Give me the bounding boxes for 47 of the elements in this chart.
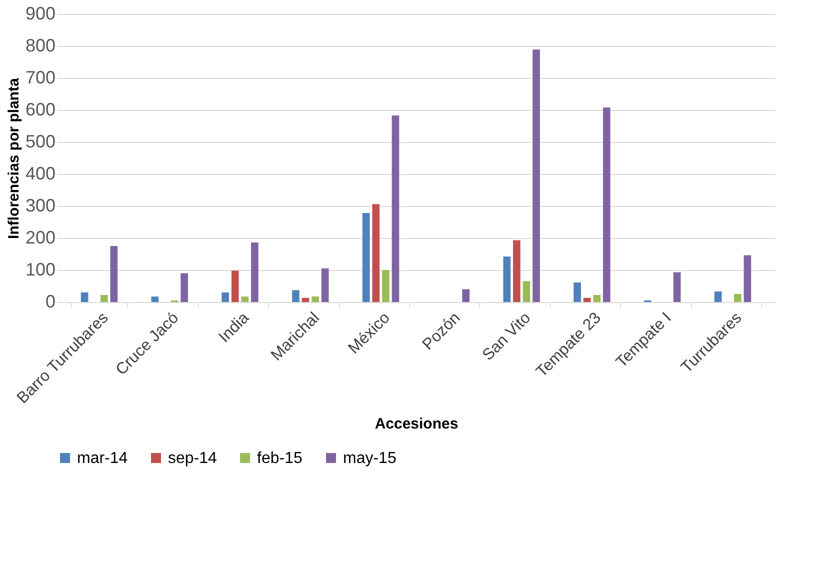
legend-label: may-15 <box>343 450 396 467</box>
bar <box>312 296 319 302</box>
bar <box>180 273 188 302</box>
x-tick-label: San Vito <box>480 309 534 364</box>
bar <box>302 298 310 302</box>
y-tick-label: 400 <box>25 164 56 184</box>
y-tick-label: 300 <box>25 196 56 216</box>
bar <box>522 281 530 302</box>
y-tick-label: 900 <box>25 4 56 24</box>
bar <box>734 294 742 302</box>
bar <box>513 240 520 302</box>
bar <box>392 115 400 302</box>
y-axis-title: Inflorencias por planta <box>5 77 22 239</box>
y-tick-label: 700 <box>25 68 56 88</box>
bar <box>251 242 258 302</box>
y-tick-label: 0 <box>45 292 56 312</box>
bar <box>583 298 591 302</box>
bar <box>603 107 610 302</box>
bar <box>744 255 752 302</box>
bar <box>321 268 329 302</box>
bar <box>80 292 88 302</box>
bar <box>151 296 159 302</box>
legend-label: sep-14 <box>168 450 218 467</box>
bar <box>231 270 239 302</box>
bar <box>462 289 470 302</box>
bar <box>382 270 390 302</box>
y-tick-label: 500 <box>25 132 56 152</box>
y-tick-label: 100 <box>25 260 56 280</box>
bar <box>503 256 511 302</box>
y-tick-label: 200 <box>25 228 56 248</box>
legend-label: mar-14 <box>77 450 128 467</box>
legend-label: feb-15 <box>257 450 302 467</box>
bar <box>110 246 118 302</box>
bar <box>574 282 581 302</box>
bar <box>593 294 601 302</box>
y-tick-label: 600 <box>25 100 56 120</box>
bar <box>362 213 370 302</box>
x-axis-title: Accesiones <box>374 416 458 433</box>
bar <box>292 290 300 302</box>
bar <box>372 204 380 302</box>
bar <box>241 296 249 302</box>
bar <box>714 291 722 302</box>
bar <box>100 294 108 302</box>
bar <box>532 50 540 302</box>
y-tick-label: 800 <box>25 36 56 56</box>
bar <box>222 292 229 302</box>
bar <box>673 272 681 302</box>
